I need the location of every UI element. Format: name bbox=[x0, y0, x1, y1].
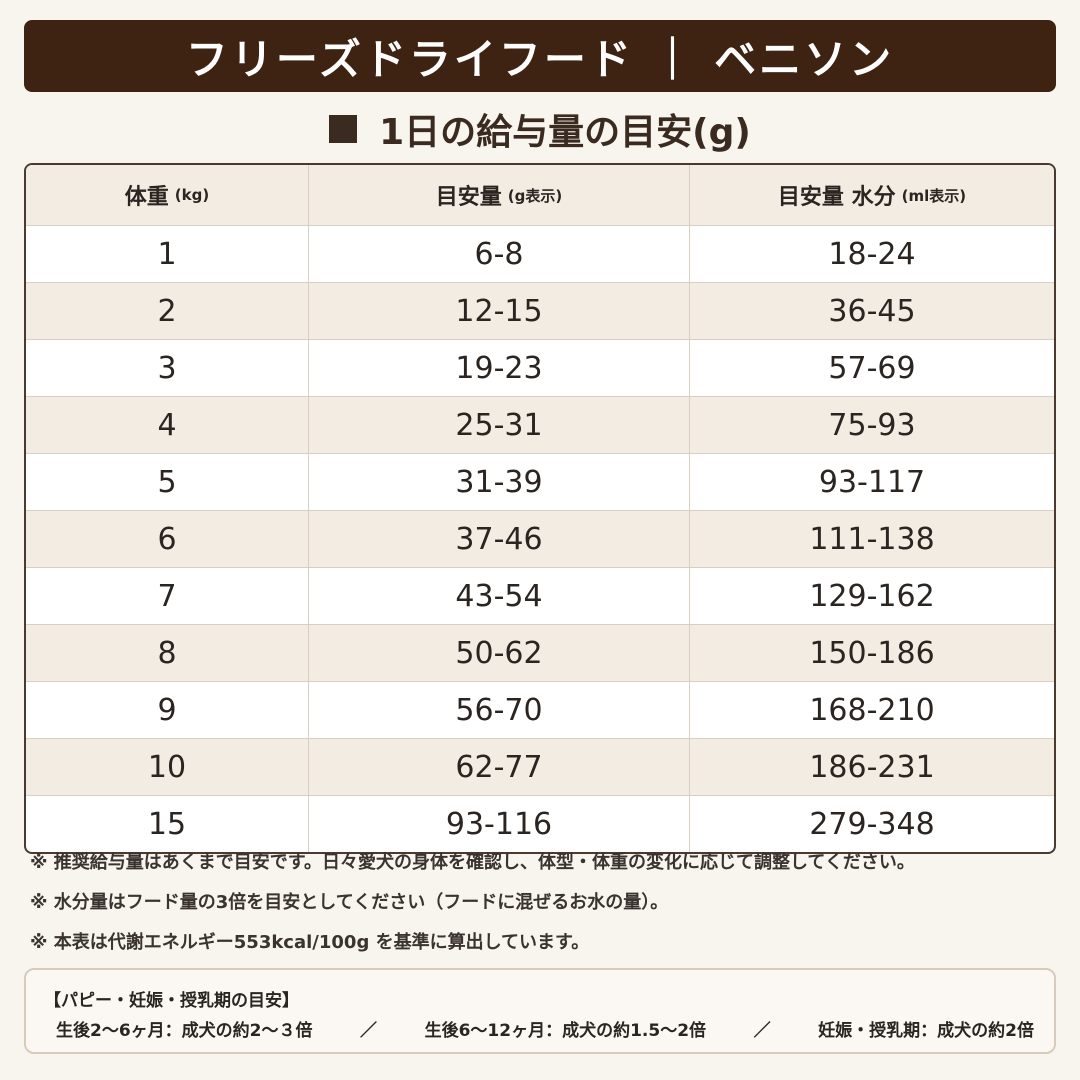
table-row: 6 37-46 111-138 bbox=[26, 510, 1054, 567]
table-cell: 50-62 bbox=[308, 625, 689, 681]
table-cell: 186-231 bbox=[689, 739, 1054, 795]
table-cell: 7 bbox=[157, 578, 177, 614]
table-cell: 15 bbox=[147, 806, 187, 842]
box-items: 生後2〜6ヶ月：成犬の約2〜３倍 ／ 生後6〜12ヶ月：成犬の約1.5〜2倍 ／ 妊娠・… bbox=[56, 1016, 1034, 1041]
table-cell: 12-15 bbox=[308, 283, 689, 339]
table-cell: 56-70 bbox=[308, 682, 689, 738]
header-cell: 目安量 水分 (ml表示) bbox=[689, 165, 1054, 225]
info-box: 【パピー・妊娠・授乳期の目安】生後2〜6ヶ月：成犬の約2〜３倍 ／ 生後6〜12ヶ月… bbox=[24, 968, 1056, 1054]
note: ※ 水分量はフード量の3倍を目安としてください（フードに混ぜるお水の量）。 bbox=[30, 892, 669, 913]
table-row: 4 25-31 75-93 bbox=[26, 396, 1054, 453]
table-cell: 168-210 bbox=[689, 682, 1054, 738]
table-cell: 31-39 bbox=[308, 454, 689, 510]
header-unit: (kg) bbox=[174, 186, 210, 204]
table-cell: 75-93 bbox=[689, 397, 1054, 453]
table-cell: 111-138 bbox=[689, 511, 1054, 567]
table-row: 10 62-77 186-231 bbox=[26, 738, 1054, 795]
header-label: 目安量 水分 bbox=[777, 185, 896, 210]
box-item: 生後6〜12ヶ月：成犬の約1.5〜2倍 bbox=[424, 1021, 707, 1041]
subtitle-row: 1日の給与量の目安(g) bbox=[0, 104, 1080, 154]
table-cell: 1 bbox=[157, 236, 177, 272]
box-title: 【パピー・妊娠・授乳期の目安】 bbox=[44, 991, 299, 1011]
table-cell: 6 bbox=[157, 521, 177, 557]
table-cell: 36-45 bbox=[689, 283, 1054, 339]
table-cell: 19-23 bbox=[308, 340, 689, 396]
table-cell: 62-77 bbox=[308, 739, 689, 795]
header-label: 体重 bbox=[124, 185, 169, 210]
table-cell: 5 bbox=[157, 464, 177, 500]
table-cell: 25-31 bbox=[308, 397, 689, 453]
header-row: 体重 (kg) 目安量 (g表示) 目安量 水分 (ml表示) bbox=[26, 165, 1054, 225]
note: ※ 本表は代謝エネルギー553kcal/100g を基準に算出しています。 bbox=[30, 932, 590, 953]
header-cell: 目安量 (g表示) bbox=[308, 165, 689, 225]
table-cell: 43-54 bbox=[308, 568, 689, 624]
bullet-square bbox=[329, 115, 358, 143]
table-cell: 9 bbox=[157, 692, 177, 728]
table-cell: 93-117 bbox=[689, 454, 1054, 510]
table-cell: 150-186 bbox=[689, 625, 1054, 681]
table-cell: 2 bbox=[157, 293, 177, 329]
table-row: 8 50-62 150-186 bbox=[26, 624, 1054, 681]
table-row: 15 93-116 279-348 bbox=[26, 795, 1054, 852]
header-unit: (ml表示) bbox=[901, 186, 967, 205]
table-cell: 6-8 bbox=[308, 226, 689, 282]
table-cell: 10 bbox=[147, 749, 187, 785]
table-row: 1 6-8 18-24 bbox=[26, 225, 1054, 282]
title: フリーズドライフード ｜ ベニソン bbox=[185, 34, 895, 84]
table-row: 2 12-15 36-45 bbox=[26, 282, 1054, 339]
note: ※ 推奨給与量はあくまで目安です。日々愛犬の身体を確認し、体型・体重の変化に応じ… bbox=[30, 852, 915, 873]
table-row: 9 56-70 168-210 bbox=[26, 681, 1054, 738]
header-unit: (g表示) bbox=[507, 186, 563, 205]
table-cell: 93-116 bbox=[308, 796, 689, 852]
subtitle: 1日の給与量の目安(g) bbox=[379, 112, 751, 153]
table-cell: 4 bbox=[157, 407, 177, 443]
table-cell: 8 bbox=[157, 635, 177, 671]
table: 体重 (kg) 目安量 (g表示) 目安量 水分 (ml表示) 1 6-8 18-24 2 12-1… bbox=[24, 163, 1056, 854]
table-cell: 279-348 bbox=[689, 796, 1054, 852]
table-row: 5 31-39 93-117 bbox=[26, 453, 1054, 510]
table-cell: 129-162 bbox=[689, 568, 1054, 624]
separator: ／ bbox=[360, 1021, 378, 1041]
table-cell: 37-46 bbox=[308, 511, 689, 567]
box-item: 生後2〜6ヶ月：成犬の約2〜３倍 bbox=[56, 1021, 313, 1041]
header-label: 目安量 bbox=[435, 185, 502, 210]
title-bar: フリーズドライフード ｜ ベニソン bbox=[24, 20, 1056, 92]
table-cell: 57-69 bbox=[689, 340, 1054, 396]
header-cell: 体重 (kg) bbox=[26, 165, 308, 225]
table-row: 7 43-54 129-162 bbox=[26, 567, 1054, 624]
table-cell: 18-24 bbox=[689, 226, 1054, 282]
table-row: 3 19-23 57-69 bbox=[26, 339, 1054, 396]
table-cell: 3 bbox=[157, 350, 177, 386]
separator: ／ bbox=[753, 1021, 771, 1041]
box-item: 妊娠・授乳期：成犬の約2倍 bbox=[818, 1021, 1034, 1041]
